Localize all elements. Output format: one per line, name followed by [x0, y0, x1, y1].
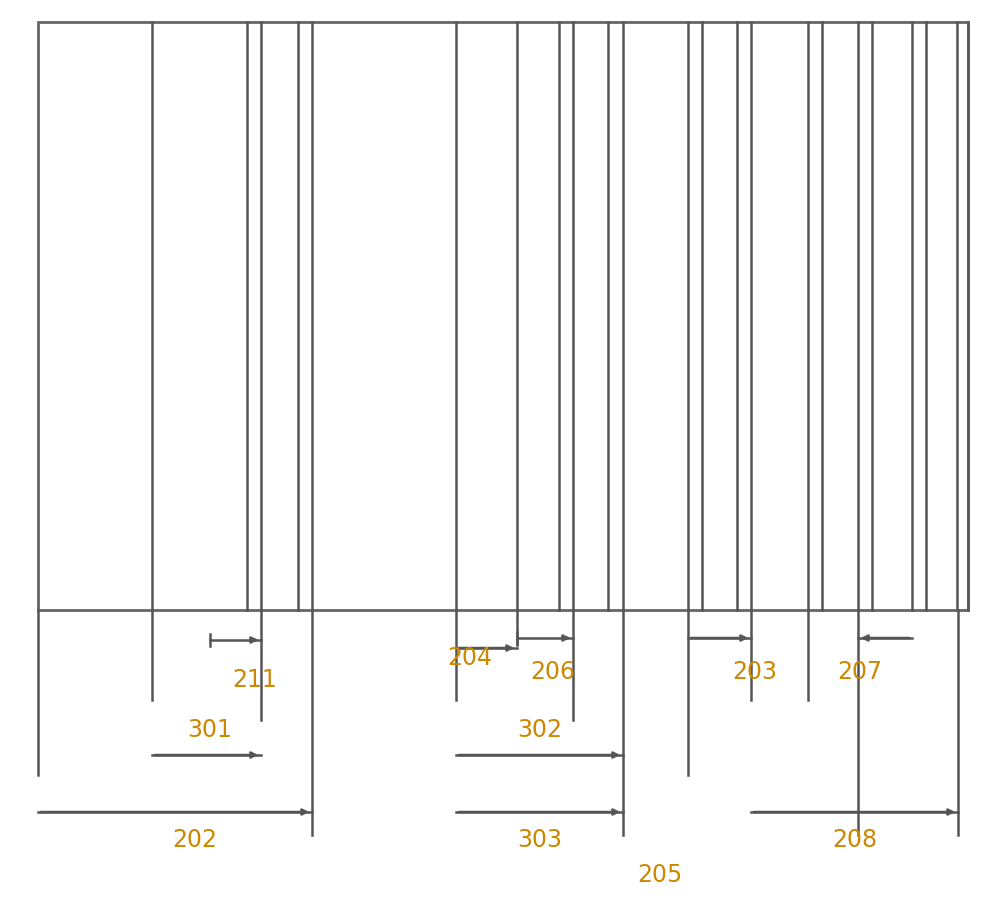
- Text: 202: 202: [173, 828, 218, 852]
- Text: 208: 208: [832, 828, 878, 852]
- Text: 303: 303: [518, 828, 562, 852]
- Text: 206: 206: [530, 660, 576, 684]
- Text: 205: 205: [637, 863, 683, 887]
- Text: 302: 302: [518, 718, 562, 742]
- Text: 207: 207: [838, 660, 883, 684]
- Text: 301: 301: [188, 718, 232, 742]
- Text: 211: 211: [233, 668, 277, 692]
- Text: 204: 204: [448, 646, 492, 670]
- Text: 203: 203: [732, 660, 778, 684]
- Bar: [38, 22, 968, 610]
